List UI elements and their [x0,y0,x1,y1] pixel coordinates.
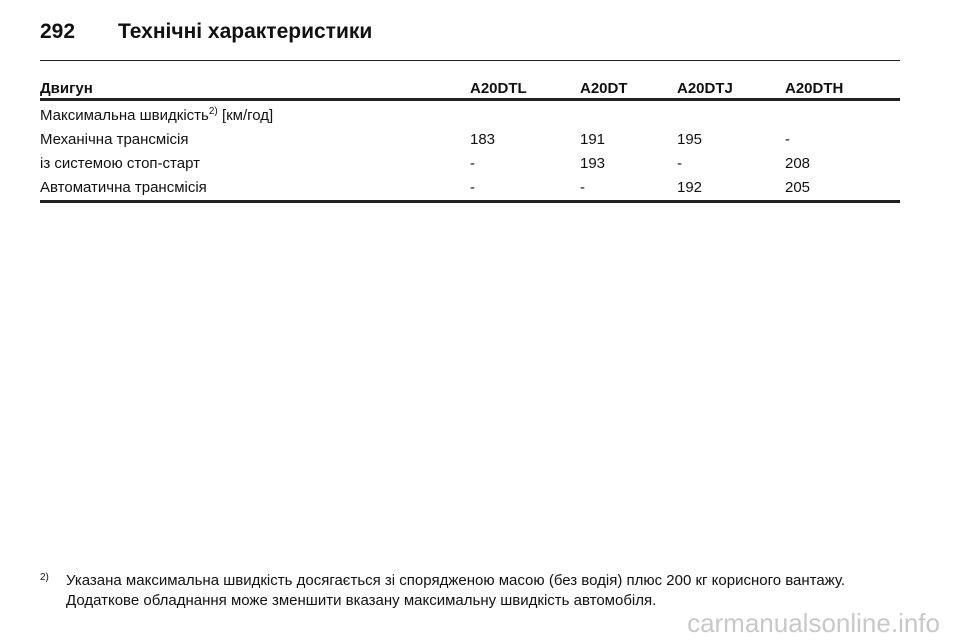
row-label: Автоматична трансмісія [40,179,207,196]
section-row: Максимальна швидкість2) [км/год] [40,106,273,124]
column-header: A20DTL [470,80,527,97]
value-cell: 205 [785,179,811,196]
column-header: A20DT [580,80,628,97]
column-header: A20DTJ [677,80,733,97]
table-rule [40,98,900,101]
header-rule [40,60,900,61]
footnote-ref: 2) [208,106,218,117]
footnote-line: Додаткове обладнання може зменшити вказа… [66,592,657,609]
watermark: carmanualsonline.info [687,608,940,638]
page-number: 292 [40,20,76,43]
value-cell: - [470,179,475,196]
value-cell: 191 [580,131,606,148]
column-header: Двигун [40,80,93,97]
table-rule [40,200,900,203]
footnote-line: Указана максимальна швидкість досягаєтьс… [66,572,846,589]
row-label: із системою стоп-старт [40,155,200,172]
footnote-marker: 2) [40,572,49,590]
column-header: A20DTH [785,80,844,97]
page-title: Технічні характеристики [118,20,373,43]
unit: [км/год] [221,107,274,124]
footnote-ref: 2) [40,572,49,583]
value-cell: 183 [470,131,496,148]
value-cell: - [785,131,790,148]
value-cell: - [470,155,475,172]
value-cell: 195 [677,131,703,148]
section-label: Максимальна швидкість [40,107,209,124]
value-cell: 208 [785,155,811,172]
value-cell: - [677,155,682,172]
row-label: Механічна трансмісія [40,131,189,148]
value-cell: - [580,179,585,196]
value-cell: 192 [677,179,703,196]
value-cell: 193 [580,155,606,172]
